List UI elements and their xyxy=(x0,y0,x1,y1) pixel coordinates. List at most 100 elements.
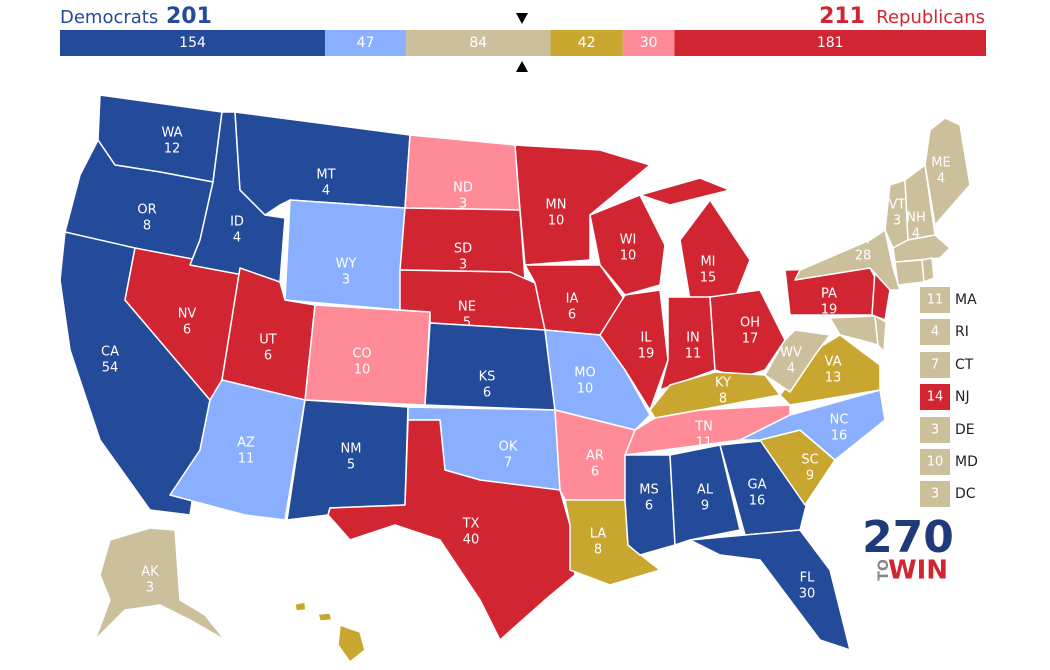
state-shape[interactable] xyxy=(829,315,879,346)
state-abbr: OK xyxy=(499,440,518,455)
state-votes: 4 xyxy=(912,227,920,242)
state-shape[interactable] xyxy=(874,315,887,353)
state[interactable]: VT3 xyxy=(884,179,909,249)
side-votes: 11 xyxy=(927,293,944,308)
state-votes: 6 xyxy=(645,499,653,514)
state-abbr: WV xyxy=(780,346,802,361)
segment-label: 42 xyxy=(578,35,596,51)
state-abbr: FL xyxy=(800,571,815,586)
state-shape[interactable] xyxy=(924,117,971,226)
state[interactable]: MS6 xyxy=(624,454,676,556)
state[interactable]: KS6 xyxy=(424,322,556,411)
state-votes: 6 xyxy=(264,349,272,364)
state-shape[interactable] xyxy=(739,389,886,461)
state-shape[interactable] xyxy=(317,612,333,622)
state-votes: 9 xyxy=(701,499,709,514)
state-votes: 3 xyxy=(459,258,467,273)
side-votes: 14 xyxy=(927,390,944,405)
state-shape[interactable] xyxy=(284,199,406,311)
state-shape[interactable] xyxy=(669,444,741,546)
state[interactable] xyxy=(894,259,925,286)
state-shape[interactable] xyxy=(337,624,366,663)
state[interactable]: ME4 xyxy=(924,117,971,226)
state-abbr: NH xyxy=(906,211,926,226)
state-abbr: CA xyxy=(101,345,119,360)
state-abbr: KY xyxy=(715,376,731,391)
state-shape[interactable] xyxy=(234,111,411,216)
marker-top xyxy=(516,13,528,24)
state-votes: 3 xyxy=(893,214,901,229)
state-votes: 4 xyxy=(322,184,330,199)
rep-label: Republicans xyxy=(876,7,985,28)
state-shape[interactable] xyxy=(639,177,731,206)
state[interactable] xyxy=(921,257,935,283)
state[interactable]: ND3 xyxy=(404,134,521,212)
state[interactable]: MT4 xyxy=(234,111,411,216)
state-shape[interactable] xyxy=(679,199,751,301)
state-shape[interactable] xyxy=(794,229,901,291)
state-shape[interactable] xyxy=(689,529,851,651)
state-shape[interactable] xyxy=(327,419,576,641)
side-box xyxy=(920,352,950,378)
side-state[interactable]: 7 CT xyxy=(920,352,974,378)
state-votes: 12 xyxy=(164,142,181,157)
side-state[interactable]: 14 NJ xyxy=(920,384,970,410)
state-shape[interactable] xyxy=(764,329,831,393)
side-abbr: MA xyxy=(955,292,977,308)
state[interactable]: SD3 xyxy=(399,207,526,281)
state-shape[interactable] xyxy=(514,144,651,266)
state-votes: 3 xyxy=(459,197,467,212)
side-box xyxy=(920,481,950,507)
state-abbr: AR xyxy=(586,449,604,464)
state-abbr: IL xyxy=(640,331,652,346)
side-state[interactable]: 4 RI xyxy=(920,319,969,345)
side-abbr: RI xyxy=(955,324,969,340)
state-votes: 30 xyxy=(799,587,816,602)
state-abbr: NE xyxy=(458,300,476,315)
state-votes: 3 xyxy=(342,273,350,288)
state[interactable] xyxy=(829,315,879,346)
state-shape[interactable] xyxy=(624,404,791,456)
side-state[interactable]: 3 DE xyxy=(920,417,975,443)
state[interactable]: WY3 xyxy=(284,199,406,311)
state[interactable]: HI4 xyxy=(294,601,366,670)
side-state[interactable]: 3 DC xyxy=(920,481,976,507)
state[interactable]: AL9 xyxy=(669,444,741,546)
state[interactable]: WV4 xyxy=(764,329,831,393)
state[interactable]: AK3 xyxy=(94,527,226,641)
state-abbr: ID xyxy=(230,215,244,230)
state-votes: 10 xyxy=(354,363,371,378)
state-abbr: KS xyxy=(479,370,496,385)
state-abbr: MT xyxy=(316,168,335,183)
state[interactable]: OR8 xyxy=(64,139,214,266)
state-shape[interactable] xyxy=(94,527,226,641)
logo-win: WIN xyxy=(888,556,948,586)
state-votes: 10 xyxy=(620,249,637,264)
state-shape[interactable] xyxy=(921,257,935,283)
state-shape[interactable] xyxy=(894,259,925,286)
state-votes: 17 xyxy=(742,332,759,347)
state[interactable]: NM5 xyxy=(286,399,409,521)
state-votes: 5 xyxy=(463,316,471,331)
state-shape[interactable] xyxy=(294,601,307,612)
state-abbr: NC xyxy=(830,413,849,428)
state-votes: 16 xyxy=(749,494,766,509)
state-shape[interactable] xyxy=(709,289,786,379)
side-state[interactable]: 11 MA xyxy=(920,287,977,313)
state[interactable] xyxy=(874,315,887,353)
dem-label: Democrats xyxy=(60,7,158,28)
segment-label: 47 xyxy=(357,35,375,51)
state-votes: 8 xyxy=(594,543,602,558)
side-state[interactable]: 10 MD xyxy=(920,449,978,475)
